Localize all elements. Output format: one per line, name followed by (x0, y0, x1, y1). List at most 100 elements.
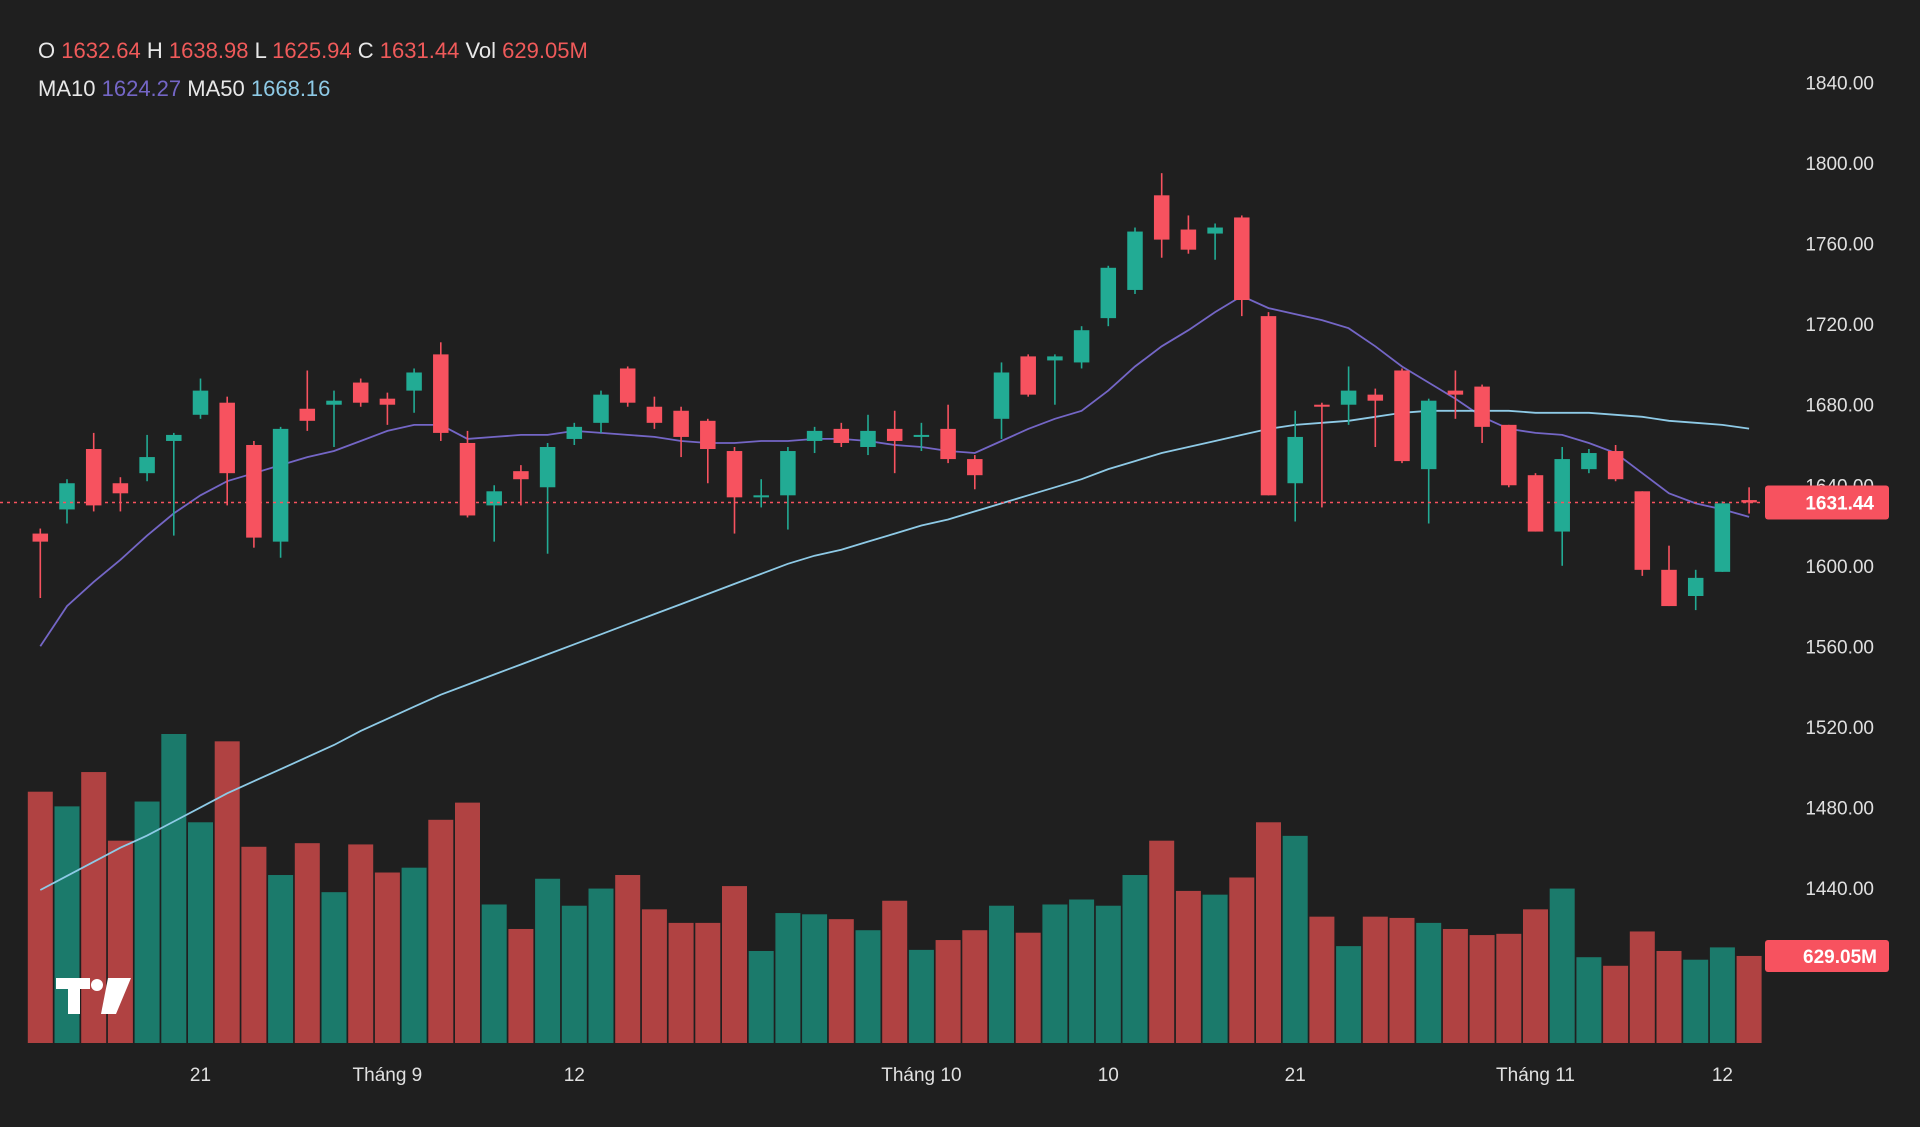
candle-body (726, 451, 743, 498)
volume-bar (668, 922, 694, 1043)
legend-label: MA50 (187, 76, 244, 101)
candle-body (967, 459, 983, 476)
candle-body (352, 382, 369, 403)
volume-tag (1765, 939, 1889, 972)
candle-body (886, 428, 903, 441)
candle-body (860, 430, 876, 447)
volume-bar (1229, 877, 1255, 1043)
volume-bar (1416, 922, 1442, 1043)
volume-bar (1523, 909, 1548, 1043)
volume-bar (1629, 931, 1655, 1043)
candle-body (379, 398, 396, 405)
volume-bar (214, 741, 240, 1043)
candle-body (1314, 404, 1330, 407)
volume-bar (1576, 957, 1602, 1043)
volume-bar (1149, 840, 1175, 1043)
candle-body (246, 444, 262, 538)
volume-layer (27, 734, 1762, 1043)
y-tick-label: 1600.00 (1805, 557, 1874, 578)
candle-body (459, 442, 476, 516)
candle-body (1634, 491, 1651, 570)
legend-value: 1632.64 (61, 38, 141, 63)
candle-body (700, 420, 716, 450)
candle-body (513, 471, 529, 480)
candle-body (1367, 394, 1384, 401)
candle-body (1661, 569, 1677, 607)
volume-bar (81, 772, 107, 1043)
volume-bar (1709, 947, 1735, 1043)
candle-body (673, 410, 689, 437)
volume-bar (1282, 835, 1308, 1043)
volume-bar (855, 930, 881, 1043)
candle-body (833, 428, 850, 443)
candle-body (219, 402, 235, 474)
volume-bar (1309, 916, 1335, 1043)
volume-bar (1736, 955, 1762, 1043)
price-tag (1765, 485, 1889, 520)
candle-body (1527, 475, 1544, 532)
volume-tag-label: 629.05M (1803, 947, 1877, 968)
y-tick-label: 1680.00 (1805, 396, 1874, 417)
volume-bar (134, 801, 160, 1043)
logo (56, 978, 131, 1014)
legend-label: O (38, 38, 55, 63)
candle-body (1207, 227, 1223, 234)
candle-body (1714, 503, 1731, 572)
y-tick-label: 1720.00 (1805, 315, 1874, 336)
volume-bar (1202, 894, 1228, 1043)
volume-bar (1095, 905, 1121, 1043)
volume-bar (962, 930, 988, 1043)
volume-bar (882, 900, 908, 1043)
volume-bar (1122, 875, 1148, 1043)
candle-body (1100, 267, 1117, 319)
candle-body (1340, 390, 1357, 405)
candle-body (1581, 453, 1597, 470)
volume-bar (241, 846, 267, 1043)
x-tick-label: Tháng 9 (353, 1065, 423, 1086)
candle-body (272, 428, 289, 542)
candle-body (1287, 436, 1303, 484)
volume-bar (455, 802, 480, 1043)
volume-bar (428, 819, 454, 1043)
candle-body (192, 390, 209, 415)
legend-label: MA10 (38, 76, 95, 101)
legend-value: 1625.94 (272, 38, 352, 63)
volume-bar (1683, 959, 1709, 1043)
volume-bar (1469, 935, 1495, 1043)
candle-body (566, 426, 583, 439)
candle-body (1234, 217, 1250, 301)
candle-body (139, 457, 155, 474)
volume-bar (321, 892, 347, 1043)
volume-bar (802, 914, 828, 1043)
volume-bar (401, 867, 427, 1043)
legend-value: 1624.27 (102, 76, 182, 101)
x-tick-label: 12 (1712, 1065, 1733, 1086)
y-tick-label: 1800.00 (1805, 154, 1874, 175)
legend-label: H (147, 38, 163, 63)
volume-bar (508, 928, 534, 1043)
volume-bar (1496, 933, 1522, 1043)
volume-bar (935, 940, 961, 1043)
volume-bar (188, 822, 213, 1043)
candle-body (1020, 356, 1036, 395)
candle-body (299, 408, 316, 421)
y-tick-label: 1560.00 (1805, 637, 1874, 658)
logo-part (68, 978, 80, 1014)
legend-label: L (255, 38, 267, 63)
candle-body (1180, 229, 1197, 250)
legend-label: C (358, 38, 374, 63)
y-tick-label: 1840.00 (1805, 74, 1874, 95)
price-tag-label: 1631.44 (1805, 493, 1874, 514)
candle-body (406, 372, 422, 391)
y-tick-label: 1440.00 (1805, 879, 1874, 900)
candle-body (85, 449, 102, 506)
candle-body (1260, 316, 1277, 496)
volume-bar (27, 791, 53, 1043)
candle-body (1447, 390, 1464, 395)
x-tick-label: 12 (564, 1065, 585, 1086)
candle-body (1420, 400, 1437, 470)
candle-body (913, 434, 930, 437)
candle-body (166, 434, 182, 441)
legend-value: 1638.98 (169, 38, 249, 63)
